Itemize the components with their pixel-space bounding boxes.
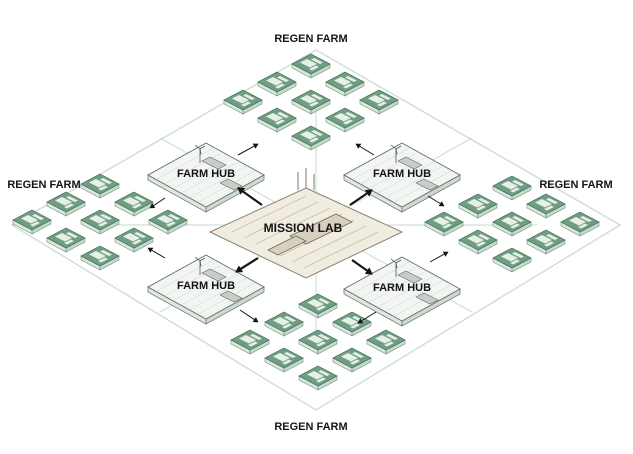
regen-farm-east-plot <box>458 193 498 219</box>
regen-farm-south-plot <box>298 329 338 355</box>
arrow-to-hub-southwest <box>235 257 259 273</box>
regen-farm-west-plot <box>148 209 188 235</box>
mission-lab-towers <box>297 168 315 190</box>
arrow-to-hub-northwest <box>237 187 263 206</box>
regen-farm-label-north: REGEN FARM <box>274 33 347 45</box>
regen-farm-north-plot <box>291 125 331 151</box>
farm-hub-northwest-label: FARM HUB <box>177 168 235 180</box>
regen-farm-west-plot <box>12 209 52 235</box>
farm-hubs: FARM HUB FARM HUB FARM HUB FARM HUB <box>147 142 461 327</box>
regen-farm-east-plot <box>560 211 600 237</box>
mission-lab-building-2 <box>267 235 307 256</box>
regen-farm-south-plot <box>298 365 338 391</box>
wind-turbine-icon <box>194 256 206 275</box>
regen-farm-west-plot <box>114 227 154 253</box>
regen-farm-south-plot <box>366 329 406 355</box>
hub-to-farm-arrows <box>147 143 449 324</box>
mission-lab: MISSION LAB <box>208 168 404 279</box>
regen-farm-east-plot <box>458 229 498 255</box>
regen-farm-label-south: REGEN FARM <box>274 421 347 433</box>
wind-turbine-icon <box>194 144 206 163</box>
regen-farm-east-plot <box>526 193 566 219</box>
ground-outline <box>10 49 622 411</box>
regen-farm-east-plot <box>492 211 532 237</box>
regen-farm-east-plot <box>492 247 532 273</box>
regen-farm-west-plot <box>80 173 120 199</box>
regen-farm-north-plot <box>291 53 331 79</box>
regen-farm-north-plot <box>291 89 331 115</box>
regen-farm-south-plot <box>298 293 338 319</box>
regen-farm-south-plot <box>230 329 270 355</box>
regen-farm-west-plot <box>80 209 120 235</box>
farm-hub-southwest-label: FARM HUB <box>177 280 235 292</box>
regen-farm-east-plot <box>424 211 464 237</box>
regen-farm-east-plot <box>492 175 532 201</box>
wind-turbine-icon <box>390 258 402 277</box>
regen-farm-north-plot <box>325 71 365 97</box>
farm-hub-southeast: FARM HUB <box>343 256 461 327</box>
lab-to-hub-arrows <box>235 187 373 275</box>
arrow-to-hub-northeast <box>349 189 373 206</box>
regen-farm-label-west: REGEN FARM <box>7 179 80 191</box>
regen-farm-east-plot <box>526 229 566 255</box>
farm-hub-northeast-label: FARM HUB <box>373 168 431 180</box>
regen-farm-label-east: REGEN FARM <box>539 179 612 191</box>
mission-lab-label: MISSION LAB <box>264 221 343 235</box>
regen-farm-north-plot <box>325 107 365 133</box>
farm-hub-southwest: FARM HUB <box>147 254 265 325</box>
wind-turbine-icon <box>390 144 402 163</box>
arrow-to-hub-southeast <box>351 259 373 275</box>
farm-hub-southeast-label: FARM HUB <box>373 282 431 294</box>
regen-farm-north-plot <box>223 89 263 115</box>
regen-farm-north-plot <box>359 89 399 115</box>
regen-farm-south-plot <box>332 311 372 337</box>
regen-farm-north-plot <box>257 107 297 133</box>
regen-farm-south-plot <box>332 347 372 373</box>
farm-hub-northwest: FARM HUB <box>147 142 265 213</box>
regen-farm-north-plot <box>257 71 297 97</box>
regen-farm-south-plot <box>264 347 304 373</box>
regen-farm-west-plot <box>80 245 120 271</box>
regen-farm-west-plot <box>46 227 86 253</box>
regen-farm-plots <box>12 53 600 391</box>
regen-farm-west-plot <box>46 191 86 217</box>
farm-hub-northeast: FARM HUB <box>343 142 461 213</box>
regen-farm-south-plot <box>264 311 304 337</box>
regen-farm-west-plot <box>114 191 154 217</box>
